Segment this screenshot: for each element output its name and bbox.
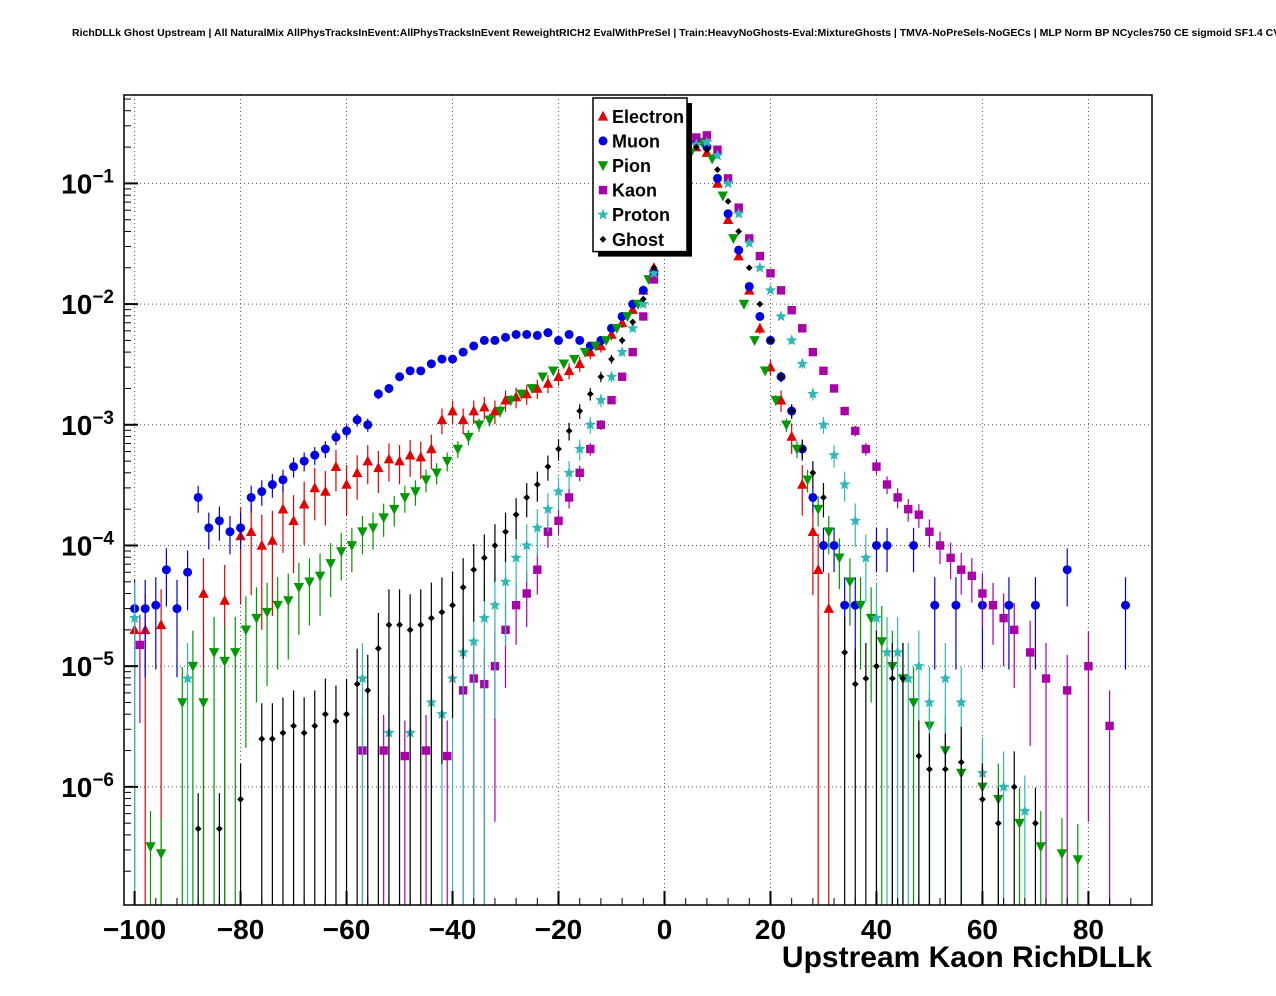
y-axis: 10−1 10−2 10−3 10−4 10−5 10−6 bbox=[61, 98, 138, 872]
legend-item-pion: Pion bbox=[597, 156, 651, 176]
y-tick-label: 10−5 bbox=[61, 649, 114, 682]
legend-label: Proton bbox=[612, 205, 670, 225]
x-axis-title: Upstream Kaon RichDLLk bbox=[782, 941, 1152, 974]
x-tick-label: 80 bbox=[1073, 914, 1104, 945]
y-tick-label: 10−6 bbox=[61, 770, 114, 803]
legend-item-muon: Muon bbox=[598, 131, 660, 151]
x-tick-label: 40 bbox=[861, 914, 892, 945]
legend-label: Electron bbox=[612, 107, 684, 127]
plot-frame bbox=[123, 94, 1153, 906]
y-tick-label: 10−1 bbox=[61, 166, 114, 199]
legend-item-proton: Proton bbox=[597, 205, 670, 225]
plot-title: RichDLLk Ghost Upstream | All NaturalMix… bbox=[72, 27, 1276, 39]
series-ghost bbox=[194, 143, 1039, 905]
x-tick-label: −20 bbox=[535, 914, 583, 945]
x-tick-label: 60 bbox=[967, 914, 998, 945]
legend-box bbox=[592, 97, 688, 253]
y-tick-label: 10−3 bbox=[61, 408, 114, 441]
x-tick-label: 20 bbox=[755, 914, 786, 945]
x-tick-label: −40 bbox=[429, 914, 477, 945]
legend-item-kaon: Kaon bbox=[598, 181, 657, 201]
x-tick-label: −100 bbox=[103, 914, 166, 945]
legend-item-electron: Electron bbox=[597, 107, 684, 127]
legend-item-ghost: Ghost bbox=[599, 230, 664, 250]
data-series bbox=[128, 131, 1131, 905]
legend-label: Ghost bbox=[612, 230, 664, 250]
x-axis: −100 −80 −60 −40 −20 0 20 40 60 80 bbox=[103, 891, 1132, 945]
y-tick-label: 10−4 bbox=[61, 528, 114, 561]
series-proton bbox=[128, 136, 1031, 905]
x-tick-label: −80 bbox=[217, 914, 265, 945]
x-tick-label: 0 bbox=[657, 914, 673, 945]
legend-label: Muon bbox=[612, 131, 660, 151]
x-tick-label: −60 bbox=[323, 914, 371, 945]
y-tick-label: 10−2 bbox=[61, 287, 114, 320]
legend: Electron Muon Pion Kaon Proton Ghost bbox=[592, 97, 692, 257]
legend-label: Pion bbox=[612, 156, 651, 176]
legend-label: Kaon bbox=[612, 181, 657, 201]
